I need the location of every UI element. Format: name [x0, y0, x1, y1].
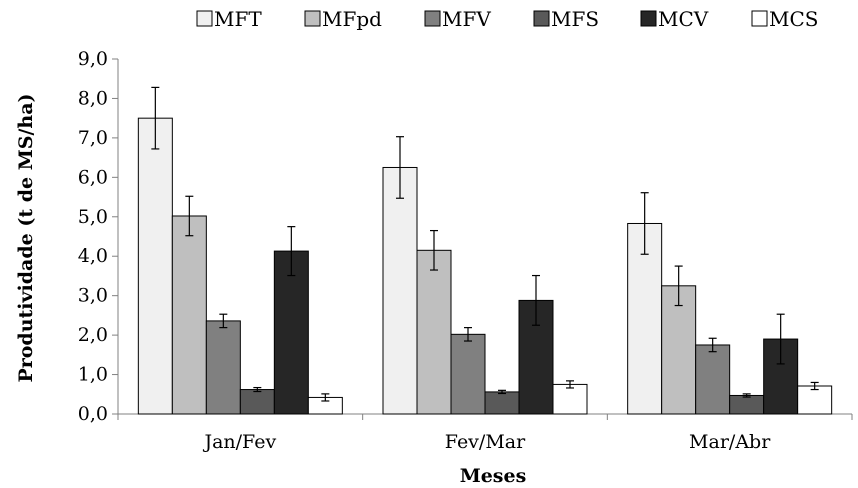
legend-swatch-mfpd: [304, 10, 321, 27]
bar-mfv-1: [205, 320, 241, 415]
bar-mfs-1: [239, 389, 275, 415]
bar-mfv-3: [695, 344, 731, 415]
bar-mcv-1: [273, 250, 309, 415]
y-tick-label: 6,0: [78, 166, 108, 188]
bar-mfpd-1: [171, 215, 207, 415]
legend-swatch-mfs: [533, 10, 550, 27]
legend-label-mfs: MFS: [551, 7, 599, 31]
y-tick-label: 5,0: [78, 206, 108, 228]
legend-swatch-mfv: [424, 10, 441, 27]
bar-mft-1: [137, 117, 173, 415]
legend-label-mcs: MCS: [769, 7, 818, 31]
y-tick-label: 3,0: [78, 285, 108, 307]
legend-swatch-mcs: [751, 10, 768, 27]
x-tick-label: Mar/Abr: [689, 431, 771, 453]
x-tick-label: Jan/Fev: [202, 431, 276, 453]
bar-mfs-3: [729, 394, 765, 415]
bar-mft-2: [382, 166, 418, 415]
legend-swatch-mcv: [640, 10, 657, 27]
y-axis: 0,0 1,0 2,0 3,0 4,0 5,0 6,0 7,0 8,0 9,0: [78, 48, 119, 425]
bar-mcs-3: [797, 385, 833, 415]
y-tick-label: 8,0: [78, 87, 108, 109]
bar-mfpd-2: [416, 249, 452, 415]
x-tick-label: Fev/Mar: [445, 431, 526, 453]
legend-label-mfv: MFV: [442, 7, 491, 31]
y-tick-label: 2,0: [78, 324, 108, 346]
bar-mft-3: [627, 222, 663, 415]
legend-label-mft: MFT: [214, 7, 262, 31]
y-axis-title: Produtividade (t de MS/ha): [15, 93, 37, 382]
bar-mfs-2: [484, 391, 520, 415]
y-tick-label: 7,0: [78, 127, 108, 149]
x-axis: Jan/Fev Fev/Mar Mar/Abr: [117, 413, 853, 453]
x-axis-title: Meses: [460, 465, 527, 487]
bar-mcs-2: [552, 383, 588, 415]
y-tick-label: 9,0: [78, 48, 108, 70]
y-tick-label: 0,0: [78, 403, 108, 425]
y-tick-label: 1,0: [78, 364, 108, 386]
legend: MFT MFpd MFV MFS MCV MCS: [196, 7, 818, 31]
legend-label-mfpd: MFpd: [322, 7, 382, 31]
bars: [137, 86, 833, 415]
legend-swatch-mft: [196, 10, 213, 27]
y-tick-label: 4,0: [78, 245, 108, 267]
bar-mfv-2: [450, 333, 486, 415]
legend-label-mcv: MCV: [658, 7, 709, 31]
